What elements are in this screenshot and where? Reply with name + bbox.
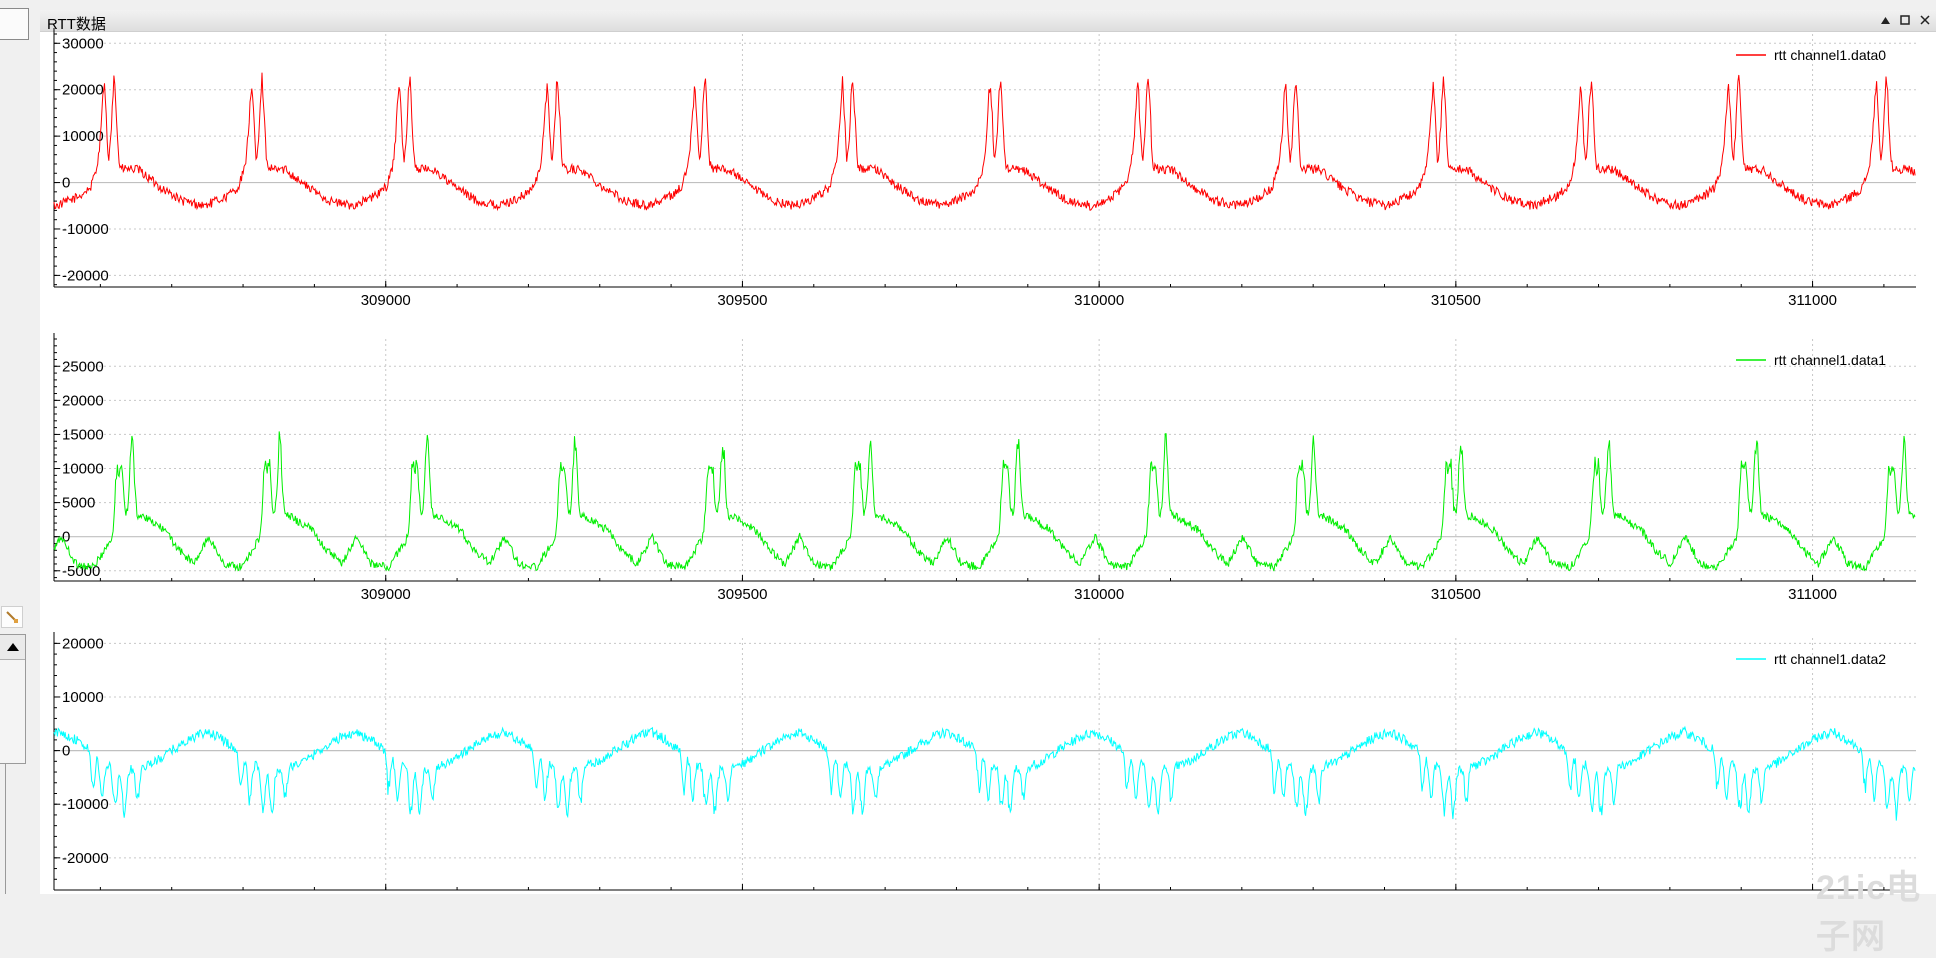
chart-2: 3090003095003100003105003110002000010000…	[53, 632, 1916, 891]
y-tick-label: -10000	[62, 221, 109, 238]
series-line-rtt-channel1-data1	[53, 431, 1916, 572]
restore-button[interactable]	[1878, 12, 1892, 28]
charts-area: 309000 309500 310000 310500 311000 30000 20000…	[53, 28, 1916, 891]
chart-1: 309000 309500 310000 310500 311000 25000 20000…	[53, 333, 1916, 603]
watermark: 21ic电子网	[1816, 869, 1922, 956]
brush-icon	[6, 611, 18, 623]
legend-label: rtt channel1.data2	[1774, 651, 1886, 667]
legend-label: rtt channel1.data0	[1774, 47, 1886, 63]
y-tick-label: 25000	[62, 358, 104, 375]
vertical-scrollbar[interactable]	[0, 634, 26, 764]
y-tick-label: 10000	[62, 128, 104, 145]
x-tick-label: 310000	[1074, 586, 1124, 603]
x-tick-label: 310500	[1431, 586, 1481, 603]
y-tick-label: -20000	[62, 267, 109, 284]
y-tick-label: 30000	[62, 35, 104, 52]
y-tick-label: 0	[62, 175, 70, 192]
panel-title: RTT数据	[47, 16, 106, 33]
close-icon	[1920, 15, 1930, 25]
series-line-rtt-channel1-data0	[53, 72, 1916, 212]
x-tick-label: 309000	[361, 586, 411, 603]
dock-button[interactable]	[0, 8, 29, 40]
window-controls	[1878, 12, 1932, 28]
y-tick-label: -20000	[62, 850, 109, 867]
chart-0: 309000 309500 310000 310500 311000 30000 20000…	[53, 28, 1916, 309]
maximize-button[interactable]	[1898, 12, 1912, 28]
x-tick-label: 310000	[1074, 292, 1124, 309]
maximize-icon	[1900, 15, 1910, 25]
x-tick-label: 310500	[1431, 292, 1481, 309]
y-tick-label: 5000	[62, 495, 95, 512]
y-tick-label: 0	[62, 529, 70, 546]
panel-titlebar: RTT数据	[40, 10, 1936, 33]
x-tick-label: 309500	[717, 292, 767, 309]
clear-button[interactable]	[1, 606, 23, 628]
rtt-data-panel: RTT数据 309000 309500 310000 310500 311000 3000…	[40, 10, 1936, 956]
dock-edge	[0, 764, 6, 894]
x-tick-label: 311000	[1788, 586, 1837, 603]
y-tick-label: 0	[62, 743, 70, 760]
series-line-rtt-channel1-data2	[53, 725, 1916, 821]
y-tick-label: 10000	[62, 689, 104, 706]
x-tick-label: 311000	[1788, 292, 1837, 309]
y-tick-label: 20000	[62, 82, 104, 99]
restore-icon	[1880, 16, 1890, 24]
x-tick-label: 309000	[361, 292, 411, 309]
left-dock-strip	[0, 0, 40, 894]
x-tick-label: 309500	[717, 586, 767, 603]
y-tick-label: -10000	[62, 796, 109, 813]
y-tick-label: 10000	[62, 461, 104, 478]
scroll-up-button[interactable]	[0, 635, 25, 660]
y-tick-label: 20000	[62, 392, 104, 409]
close-button[interactable]	[1918, 12, 1932, 28]
y-tick-label: 15000	[62, 426, 104, 443]
arrow-up-icon	[6, 643, 19, 651]
y-tick-label: 20000	[62, 635, 104, 652]
legend-label: rtt channel1.data1	[1774, 352, 1886, 368]
